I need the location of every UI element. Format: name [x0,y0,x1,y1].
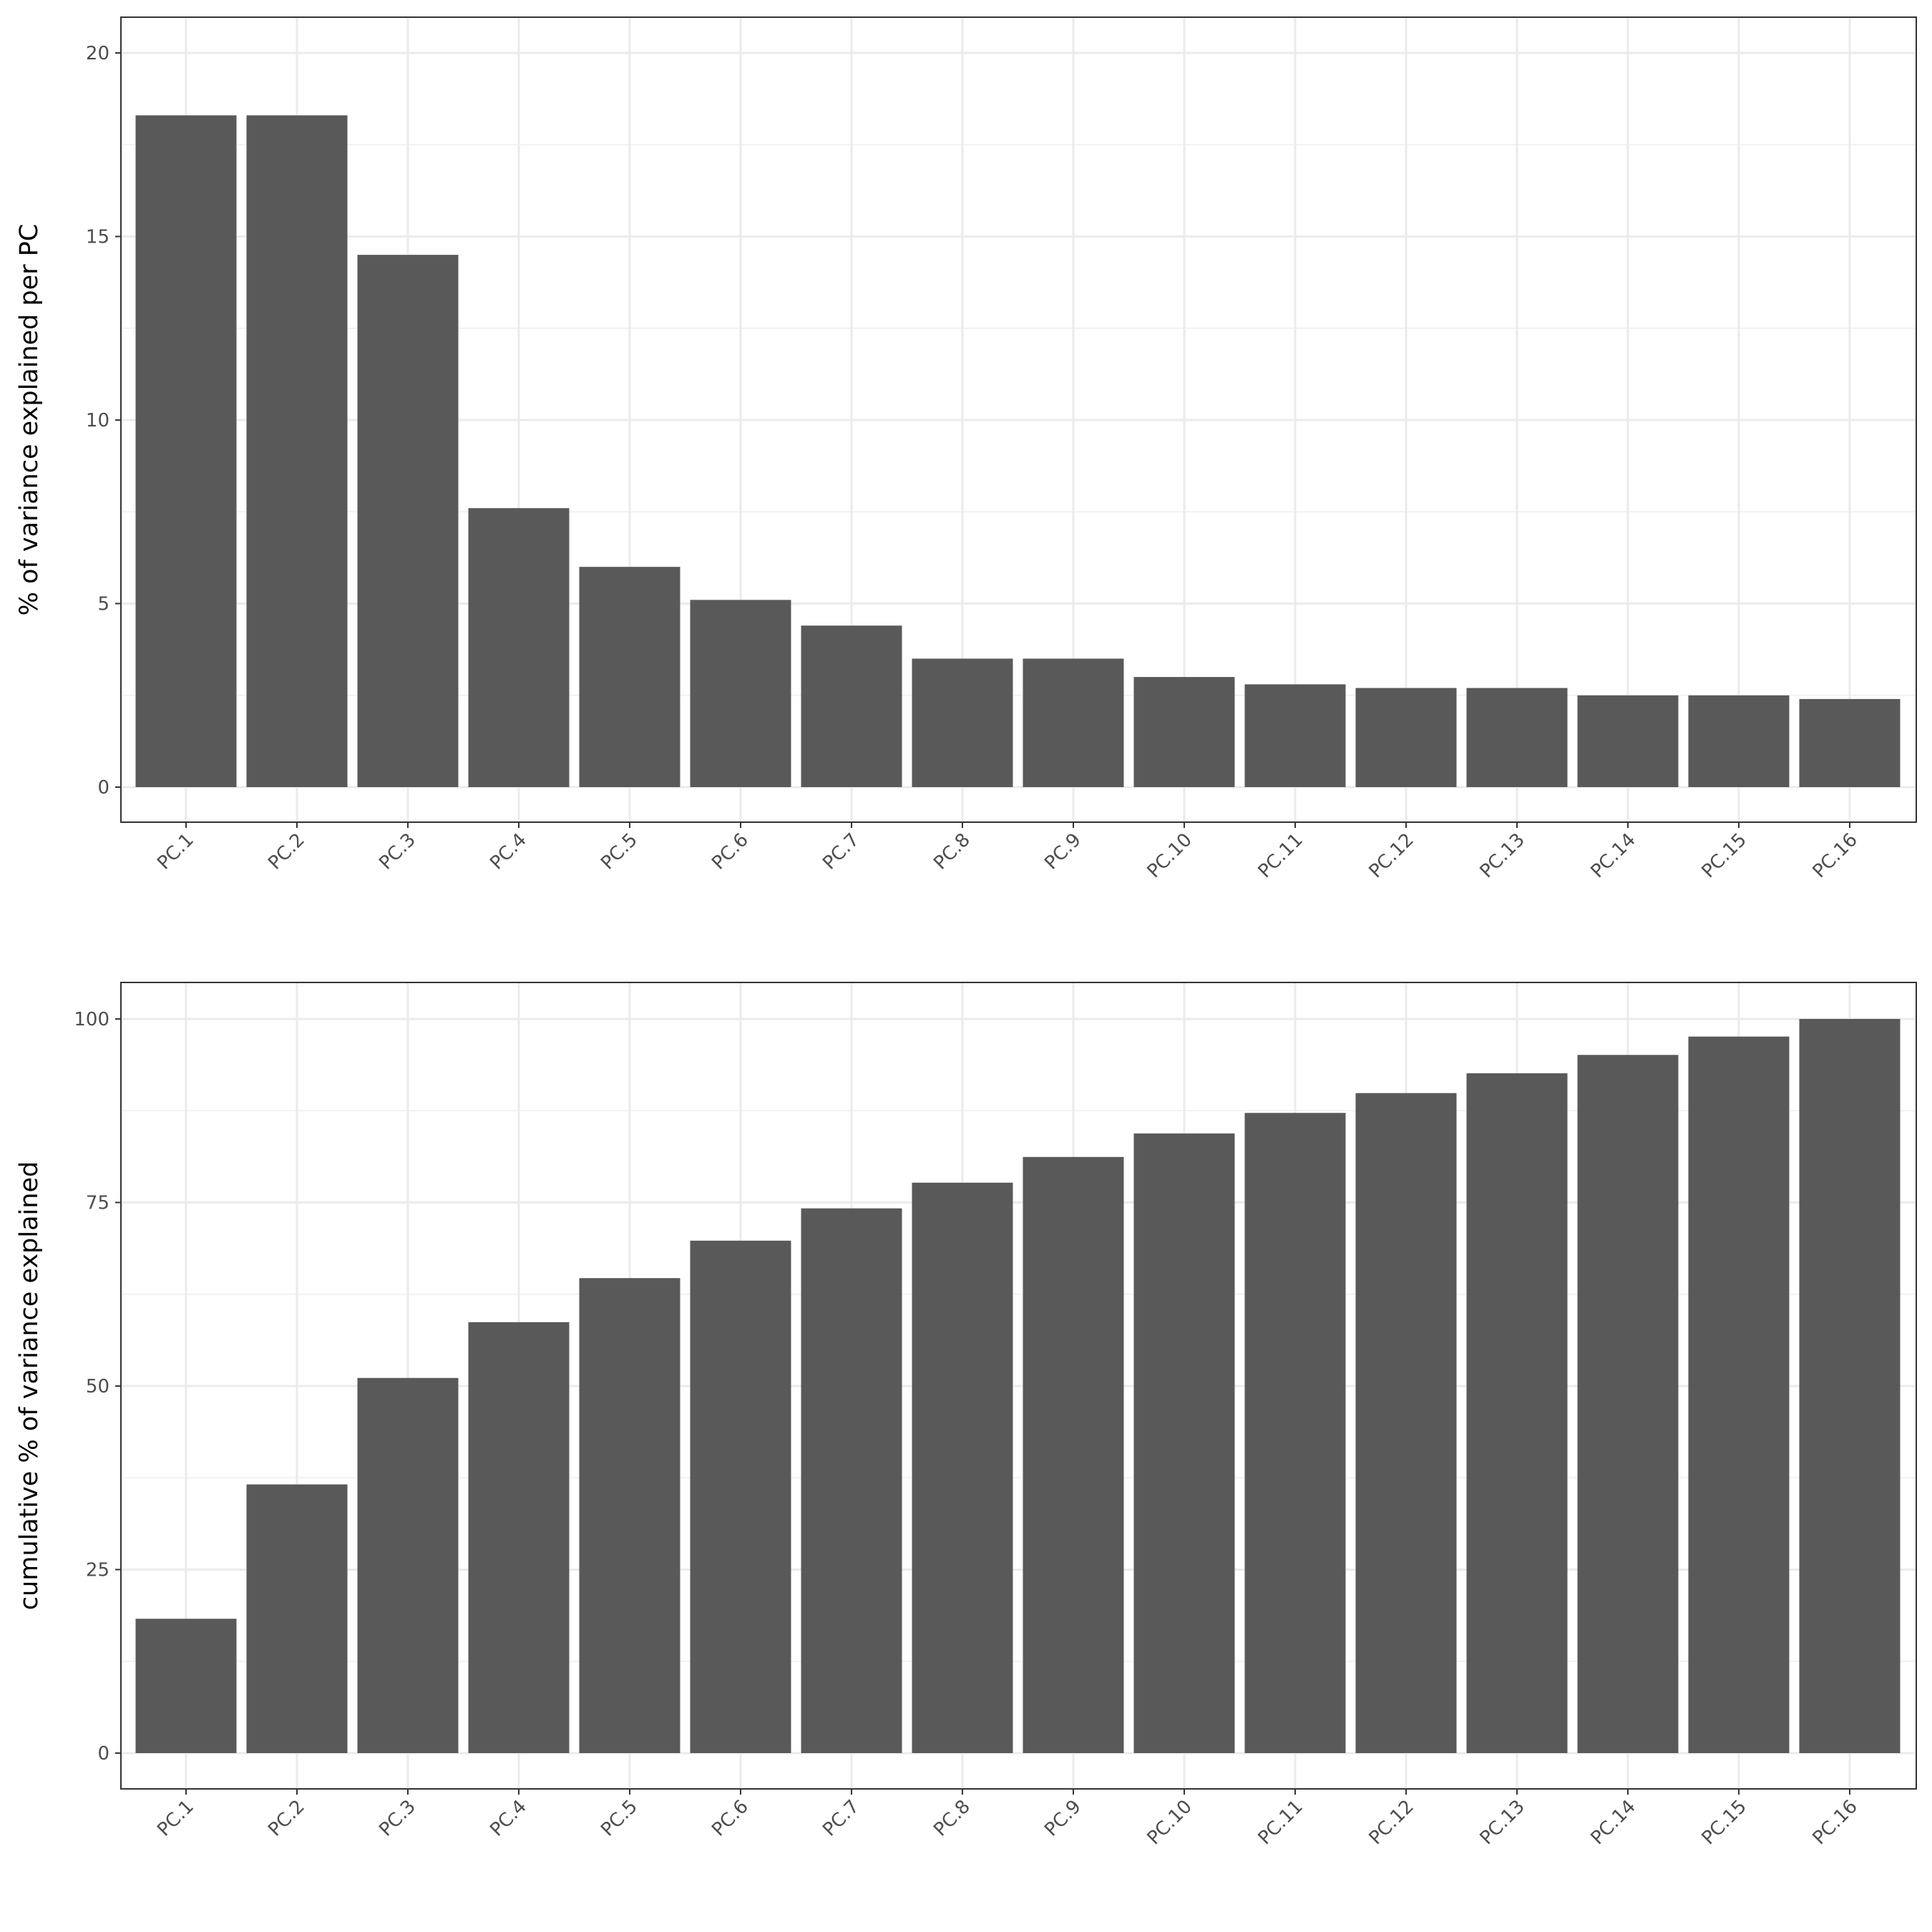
bar-PC.1 [135,115,237,787]
panel-1: 0 5 10 15 20 PC.1 PC.2 PC.3 PC.4 PC.5 PC.6 PC.7 PC.8… [15,16,1917,882]
panel-2: 0 25 50 75 100 PC.1 PC.2 PC.3 PC.4 PC.5 PC.6 PC.7 PC… [15,982,1917,1849]
bar-PC.15 [1688,695,1790,787]
bar-PC.16 [1799,698,1901,787]
bar-PC.1 [135,1619,237,1753]
x-tick-label: PC.13 [1476,1796,1529,1849]
bar-PC.6 [690,1240,791,1753]
y-tick-label: 15 [86,227,109,248]
x-tick-label: PC.8 [930,1796,975,1841]
bar-PC.11 [1244,1113,1346,1753]
x-tick-label: PC.14 [1587,1796,1640,1849]
y-tick-label: 25 [86,1560,109,1581]
x-tick-label: PC.3 [375,1796,420,1841]
bar-PC.8 [912,658,1013,787]
x-tick-label: PC.4 [486,829,531,874]
y-tick-label: 50 [86,1376,109,1397]
x-tick-label: PC.7 [819,829,864,874]
bar-PC.13 [1466,1073,1568,1753]
bar-PC.2 [246,1484,348,1753]
x-tick-label: PC.2 [264,1796,309,1841]
x-tick-label: PC.10 [1143,1796,1196,1849]
bar-PC.7 [801,625,902,787]
x-tick-label: PC.4 [486,1796,531,1841]
x-tick-label: PC.16 [1809,829,1862,882]
bar-PC.11 [1244,684,1346,787]
x-tick-label: PC.11 [1254,1796,1307,1849]
bar-PC.8 [912,1182,1013,1753]
x-tick-label: PC.16 [1809,1796,1862,1849]
x-tick-label: PC.13 [1476,829,1529,882]
bar-PC.9 [1023,658,1124,787]
y-tick-label: 20 [86,43,109,64]
x-tick-label: PC.3 [375,829,420,874]
bar-PC.14 [1577,1055,1679,1753]
bar-PC.10 [1133,1133,1235,1753]
x-tick-label: PC.15 [1698,1796,1751,1849]
bar-PC.3 [357,255,459,787]
x-tick-label: PC.1 [153,1796,198,1841]
x-tick-label: PC.6 [708,1796,753,1841]
bar-PC.4 [468,508,570,787]
y-tick-label: 100 [74,1009,109,1030]
bar-PC.13 [1466,688,1568,787]
x-tick-label: PC.1 [153,829,198,874]
bar-PC.5 [579,1278,680,1753]
bar-PC.16 [1799,1019,1901,1753]
y-tick-label: 10 [86,410,109,431]
bar-PC.3 [357,1377,459,1753]
bar-PC.7 [801,1208,902,1753]
bar-PC.4 [468,1322,570,1753]
x-tick-label: PC.6 [708,829,753,874]
x-tick-label: PC.14 [1587,829,1640,882]
y-tick-label: 5 [97,594,109,615]
x-tick-label: PC.2 [264,829,309,874]
bar-PC.12 [1355,688,1457,787]
bar-PC.12 [1355,1093,1457,1753]
bar-PC.6 [690,600,791,787]
x-tick-label: PC.9 [1040,1796,1085,1841]
y-tick-label: 75 [86,1193,109,1214]
x-tick-label: PC.12 [1365,1796,1418,1849]
x-tick-label: PC.11 [1254,829,1307,882]
x-tick-label: PC.9 [1040,829,1085,874]
x-tick-label: PC.15 [1698,829,1751,882]
bar-PC.9 [1023,1156,1124,1753]
y-axis-title: % of variance explained per PC [15,224,44,616]
x-tick-label: PC.8 [930,829,975,874]
x-tick-label: PC.7 [819,1796,864,1841]
bar-PC.2 [246,115,348,787]
x-tick-label: PC.12 [1365,829,1418,882]
y-tick-label: 0 [97,777,109,799]
bar-PC.10 [1133,677,1235,787]
y-axis-title: cumulative % of variance explained [15,1161,44,1610]
x-tick-label: PC.5 [597,1796,642,1841]
x-tick-label: PC.10 [1143,829,1196,882]
bar-PC.14 [1577,695,1679,787]
x-tick-label: PC.5 [597,829,642,874]
bar-PC.5 [579,567,680,787]
bar-PC.15 [1688,1036,1790,1753]
y-tick-label: 0 [97,1743,109,1765]
